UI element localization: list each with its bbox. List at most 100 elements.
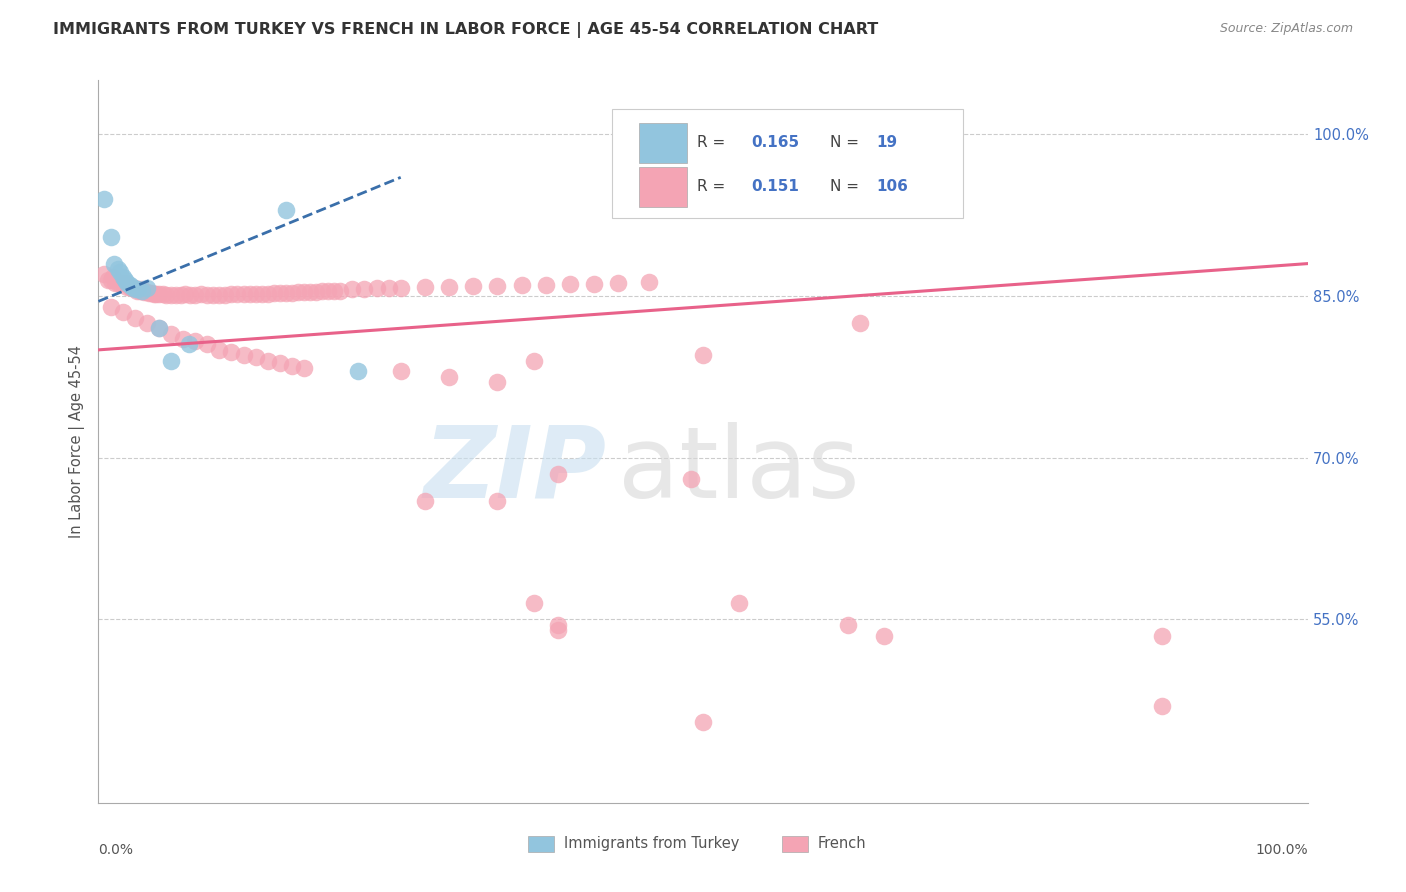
- Y-axis label: In Labor Force | Age 45-54: In Labor Force | Age 45-54: [69, 345, 84, 538]
- Point: [849, 316, 872, 330]
- Point: [232, 286, 254, 301]
- Point: [108, 265, 131, 279]
- Point: [311, 284, 333, 298]
- Point: [127, 284, 149, 298]
- Point: [274, 285, 297, 300]
- Point: [208, 343, 231, 357]
- Point: [131, 284, 153, 298]
- Text: R =: R =: [697, 136, 730, 150]
- Point: [389, 281, 412, 295]
- Point: [558, 277, 581, 291]
- Point: [486, 376, 509, 390]
- Point: [135, 316, 157, 330]
- Point: [413, 493, 436, 508]
- Point: [214, 288, 236, 302]
- Text: Source: ZipAtlas.com: Source: ZipAtlas.com: [1219, 22, 1353, 36]
- Point: [145, 286, 167, 301]
- Point: [195, 288, 218, 302]
- Text: N =: N =: [830, 179, 863, 194]
- Point: [124, 281, 146, 295]
- Point: [165, 288, 187, 302]
- Point: [269, 285, 291, 300]
- Point: [184, 288, 207, 302]
- Point: [121, 280, 143, 294]
- Point: [114, 273, 136, 287]
- Point: [305, 285, 328, 299]
- Point: [547, 618, 569, 632]
- Point: [179, 288, 201, 302]
- Point: [292, 285, 315, 299]
- Point: [128, 284, 150, 298]
- Point: [837, 618, 859, 632]
- Point: [377, 281, 399, 295]
- Point: [148, 321, 170, 335]
- Point: [124, 310, 146, 325]
- Point: [93, 192, 115, 206]
- FancyBboxPatch shape: [613, 109, 963, 218]
- Text: 0.0%: 0.0%: [98, 843, 134, 856]
- Point: [232, 348, 254, 362]
- Point: [547, 624, 569, 638]
- Point: [141, 285, 163, 300]
- Point: [172, 332, 194, 346]
- Point: [281, 285, 304, 300]
- Point: [389, 364, 412, 378]
- Point: [100, 229, 122, 244]
- Point: [111, 276, 134, 290]
- Point: [117, 276, 139, 290]
- Point: [1152, 629, 1174, 643]
- Point: [692, 348, 714, 362]
- Point: [347, 364, 370, 378]
- Point: [486, 493, 509, 508]
- Point: [221, 345, 243, 359]
- Point: [250, 286, 273, 301]
- Point: [637, 275, 659, 289]
- Point: [679, 472, 702, 486]
- Point: [111, 269, 134, 284]
- Point: [292, 361, 315, 376]
- Text: atlas: atlas: [619, 422, 860, 519]
- Point: [107, 262, 129, 277]
- Point: [184, 334, 207, 349]
- Text: N =: N =: [830, 136, 863, 150]
- Text: 106: 106: [876, 179, 908, 194]
- Text: IMMIGRANTS FROM TURKEY VS FRENCH IN LABOR FORCE | AGE 45-54 CORRELATION CHART: IMMIGRANTS FROM TURKEY VS FRENCH IN LABO…: [53, 22, 879, 38]
- Point: [366, 281, 388, 295]
- Point: [202, 288, 225, 302]
- Text: 100.0%: 100.0%: [1256, 843, 1308, 856]
- Point: [100, 273, 122, 287]
- Point: [437, 369, 460, 384]
- Point: [97, 273, 120, 287]
- Point: [107, 276, 129, 290]
- Point: [134, 285, 156, 299]
- Point: [169, 288, 191, 302]
- Point: [323, 284, 346, 298]
- Point: [263, 285, 285, 300]
- Point: [353, 283, 375, 297]
- Point: [179, 337, 201, 351]
- Point: [124, 283, 146, 297]
- Point: [111, 305, 134, 319]
- Point: [118, 278, 141, 293]
- Point: [104, 276, 127, 290]
- Point: [135, 281, 157, 295]
- Point: [190, 286, 212, 301]
- Text: French: French: [818, 837, 866, 852]
- Text: 0.165: 0.165: [751, 136, 800, 150]
- Point: [245, 286, 267, 301]
- Point: [239, 286, 262, 301]
- Point: [342, 283, 364, 297]
- Bar: [527, 836, 554, 852]
- Point: [100, 300, 122, 314]
- Point: [160, 353, 183, 368]
- Point: [534, 278, 557, 293]
- Point: [728, 596, 751, 610]
- Point: [101, 269, 124, 284]
- Point: [160, 288, 183, 302]
- Point: [152, 286, 174, 301]
- Text: R =: R =: [697, 179, 730, 194]
- Point: [547, 467, 569, 481]
- Point: [135, 285, 157, 299]
- Point: [103, 257, 125, 271]
- Point: [117, 280, 139, 294]
